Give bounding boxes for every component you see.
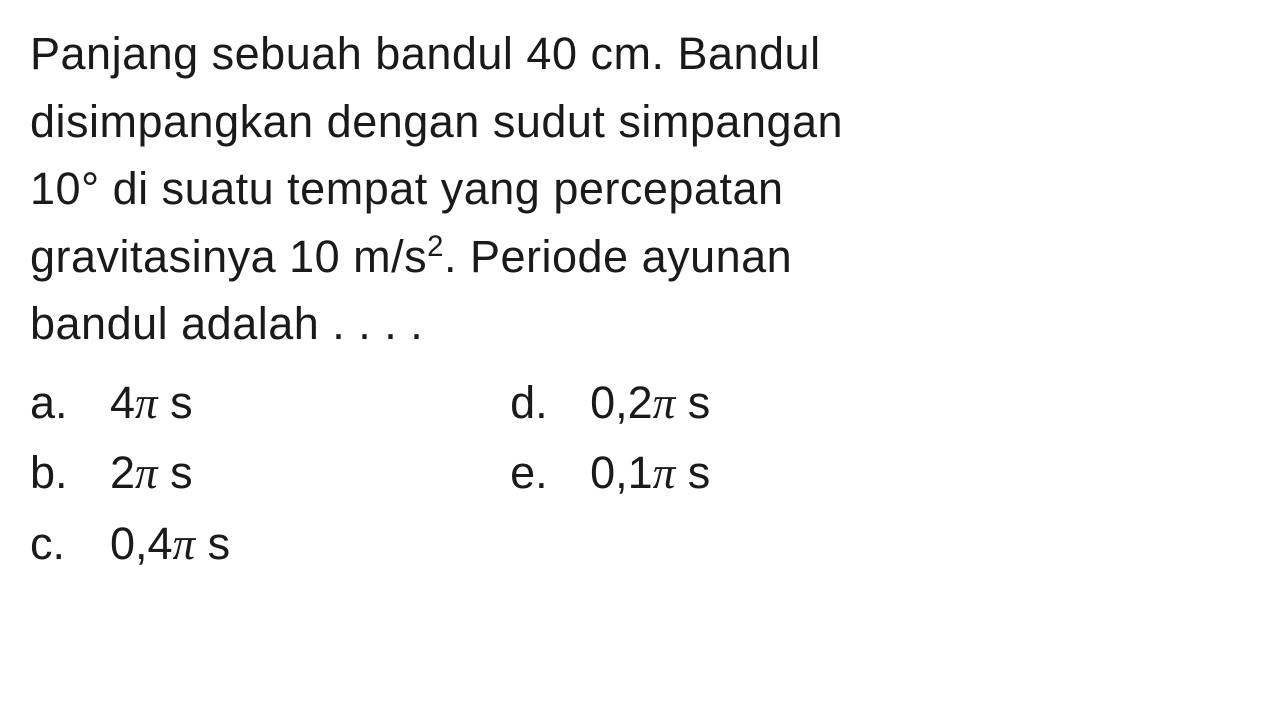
pi-symbol: π [173, 519, 196, 569]
pi-symbol: π [653, 448, 676, 498]
question-line-5: bandul adalah . . . . [30, 298, 423, 349]
pi-symbol: π [135, 448, 158, 498]
option-value-c: 0,4π s [110, 509, 230, 580]
option-letter-e: e. [510, 438, 590, 508]
question-line-3-post: di suatu tempat yang percepatan [100, 163, 784, 214]
superscript-2: 2 [427, 231, 444, 263]
pi-symbol: π [653, 378, 676, 428]
option-letter-b: b. [30, 438, 110, 508]
options-container: a. 4π s b. 2π s c. 0,4π s d. 0,2π s e. 0… [30, 368, 1231, 580]
option-b: b. 2π s [30, 438, 230, 509]
option-value-a: 4π s [110, 368, 193, 439]
option-e: e. 0,1π s [510, 438, 710, 509]
option-c: c. 0,4π s [30, 509, 230, 580]
question-line-1: Panjang sebuah bandul 40 cm. Bandul [30, 28, 821, 79]
question-text: Panjang sebuah bandul 40 cm. Bandul disi… [30, 20, 1231, 358]
option-value-b: 2π s [110, 438, 193, 509]
options-left-column: a. 4π s b. 2π s c. 0,4π s [30, 368, 230, 580]
option-a: a. 4π s [30, 368, 230, 439]
option-letter-d: d. [510, 368, 590, 438]
option-d: d. 0,2π s [510, 368, 710, 439]
question-line-2: disimpangkan dengan sudut simpangan [30, 96, 843, 147]
option-value-e: 0,1π s [590, 438, 710, 509]
question-line-3-pre: 10 [30, 163, 81, 214]
pi-symbol: π [135, 378, 158, 428]
question-line-4-post: . Periode ayunan [444, 231, 792, 282]
options-right-column: d. 0,2π s e. 0,1π s [510, 368, 710, 580]
option-value-d: 0,2π s [590, 368, 710, 439]
degree-symbol: ° [81, 163, 100, 214]
question-line-4-pre: gravitasinya 10 m/s [30, 231, 427, 282]
option-letter-a: a. [30, 368, 110, 438]
option-letter-c: c. [30, 509, 110, 579]
